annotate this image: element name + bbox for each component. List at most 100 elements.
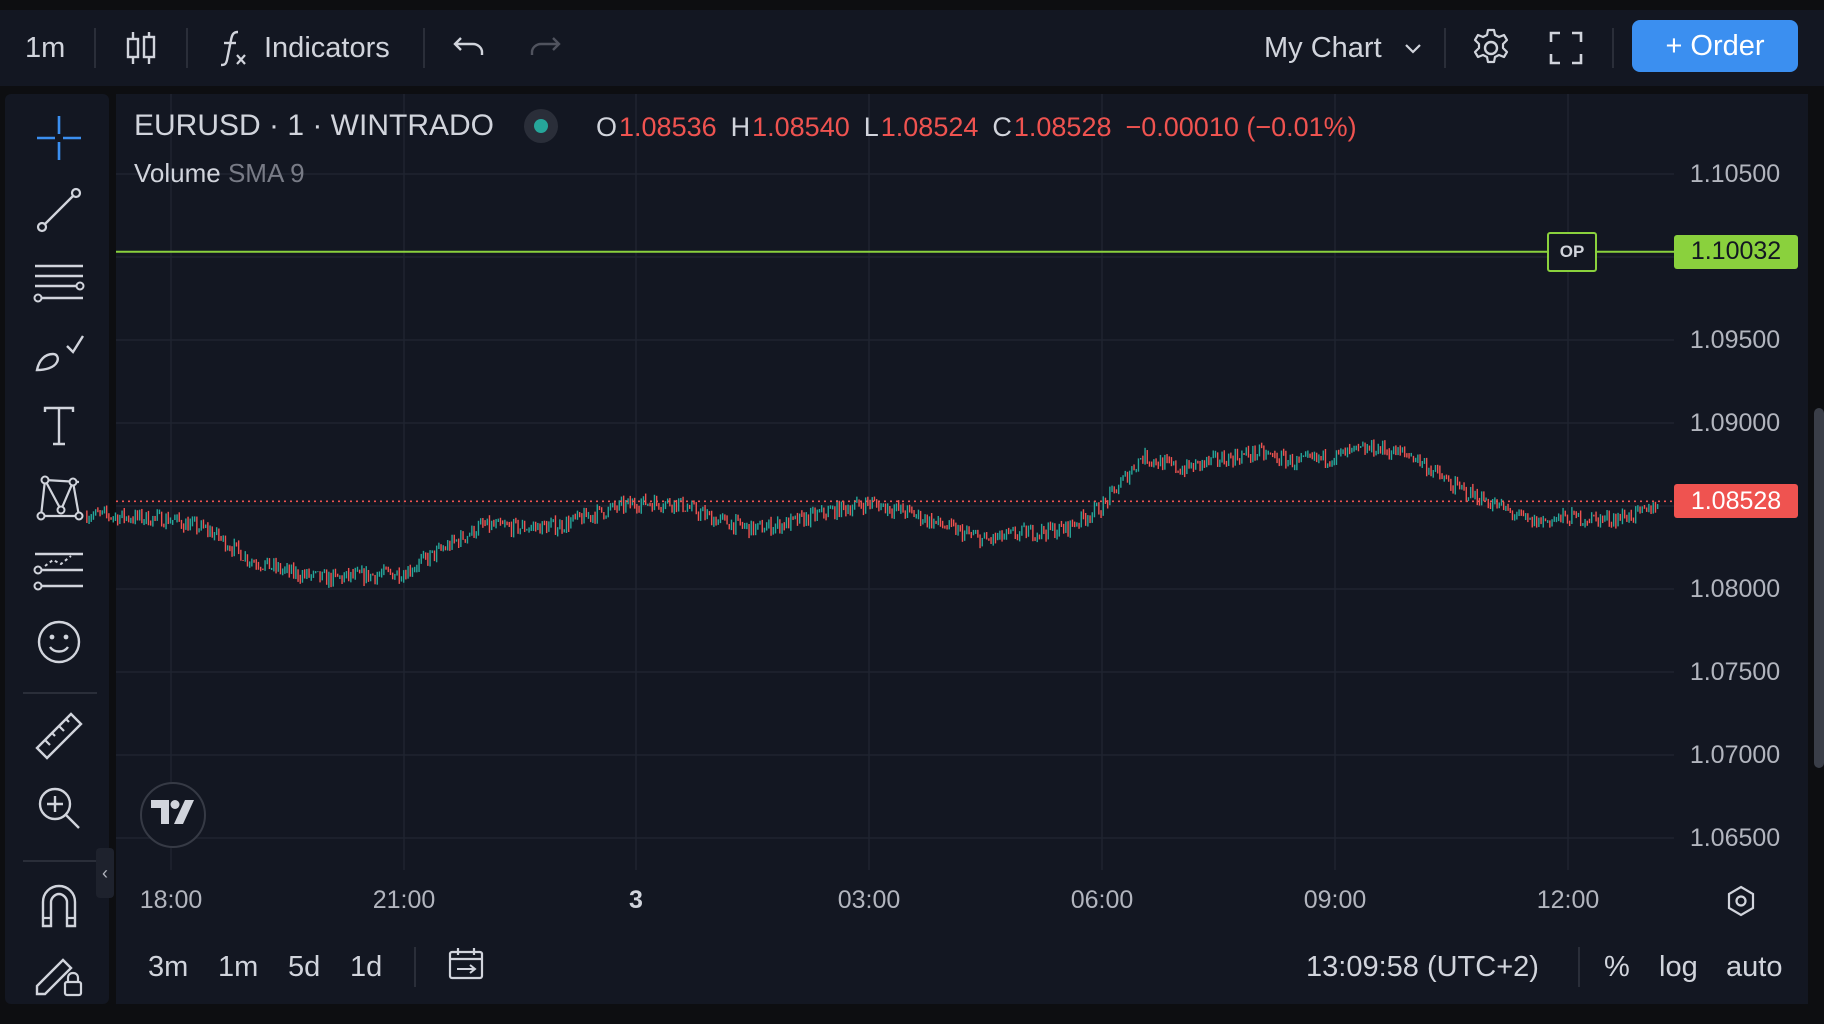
range-3m-button[interactable]: 3m — [148, 930, 188, 1004]
crosshair-icon — [35, 114, 83, 167]
tradingview-logo[interactable] — [140, 782, 206, 848]
pattern-tool[interactable] — [31, 472, 87, 528]
trend-line-tool[interactable] — [31, 184, 87, 240]
ruler-icon — [33, 710, 85, 767]
auto-scale-toggle[interactable]: auto — [1726, 930, 1782, 1004]
price-tick-label: 1.09000 — [1689, 408, 1781, 437]
range-label: 1m — [218, 950, 259, 983]
toolbar-divider — [423, 28, 425, 68]
page-scrollbar[interactable] — [1814, 408, 1824, 768]
price-tick-label: 1.09500 — [1689, 325, 1781, 354]
price-tick-label: 1.08000 — [1689, 574, 1781, 603]
redo-button[interactable] — [528, 10, 562, 86]
toolbar-divider — [23, 860, 97, 862]
time-label: 03:00 — [837, 886, 901, 914]
forecast-icon — [33, 546, 85, 599]
lock-drawings-tool[interactable] — [31, 946, 87, 1002]
indicators-button[interactable]: Indicators — [216, 10, 390, 86]
magnet-icon — [37, 882, 81, 935]
zoom-tool[interactable] — [31, 782, 87, 838]
high-value: 1.08540 — [752, 112, 850, 142]
price-tick-label: 1.06500 — [1689, 823, 1781, 852]
open-value: 1.08536 — [619, 112, 717, 142]
low-value: 1.08524 — [880, 112, 979, 142]
chevron-left-icon: ‹ — [102, 862, 108, 883]
market-status[interactable] — [524, 109, 558, 143]
ohlc-values: O 1.08536 H 1.08540 L 1.08524 C 1.08528 −0.0… — [596, 112, 1371, 143]
range-label: 1d — [350, 950, 383, 983]
settings-button[interactable] — [1470, 10, 1512, 86]
top-toolbar: 1m Indicators My Chart — [0, 10, 1824, 86]
go-to-date-button[interactable] — [448, 930, 484, 1004]
time-label: 21:00 — [372, 886, 436, 914]
interval-button[interactable]: 1m — [25, 10, 65, 86]
range-5d-button[interactable]: 5d — [288, 930, 320, 1004]
axis-settings-button[interactable] — [1724, 884, 1758, 923]
layout-name: My Chart — [1264, 31, 1382, 64]
last-price-tag: 1.08528 — [1674, 484, 1798, 519]
text-tool[interactable] — [31, 400, 87, 456]
layout-menu-button[interactable]: My Chart — [1264, 10, 1422, 86]
function-icon — [216, 28, 250, 68]
collapse-toolbar-button[interactable]: ‹ — [96, 848, 114, 898]
fullscreen-button[interactable] — [1548, 10, 1584, 86]
toolbar-divider — [414, 947, 416, 987]
toolbar-divider — [1444, 28, 1446, 68]
price-tick-label: 1.07500 — [1689, 657, 1781, 686]
high-key: H — [730, 112, 751, 142]
emoji-tool[interactable] — [31, 616, 87, 672]
toolbar-divider — [1612, 28, 1614, 68]
calendar-range-icon — [448, 946, 484, 988]
volume-name: Volume — [134, 158, 221, 188]
chart-pane[interactable] — [116, 94, 1808, 930]
auto-label: auto — [1726, 950, 1783, 983]
order-price-tag: 1.10032 — [1674, 234, 1798, 269]
symbol-legend[interactable]: EURUSD · 1 · WINTRADO — [134, 106, 558, 146]
clock-text: 13:09:58 (UTC+2) — [1306, 950, 1539, 983]
magnet-tool[interactable] — [31, 880, 87, 936]
fib-tool[interactable] — [31, 256, 87, 312]
price-tick-label: 1.10500 — [1689, 159, 1781, 188]
price-tick-label: 1.07000 — [1689, 740, 1781, 769]
tv-logo-icon — [151, 799, 195, 831]
open-key: O — [596, 112, 618, 142]
log-scale-toggle[interactable]: log — [1659, 930, 1698, 1004]
toolbar-divider — [23, 692, 97, 694]
forecast-tool[interactable] — [31, 544, 87, 600]
volume-legend[interactable]: Volume SMA 9 — [134, 158, 305, 189]
undo-icon — [452, 33, 486, 63]
timezone-clock[interactable]: 13:09:58 (UTC+2) — [1306, 930, 1539, 1004]
toolbar-divider — [1578, 947, 1580, 987]
order-line-label[interactable]: OP — [1547, 231, 1597, 272]
order-line-label-text: OP — [1559, 241, 1585, 261]
crosshair-tool[interactable] — [31, 112, 87, 168]
measure-tool[interactable] — [31, 710, 87, 766]
order-button[interactable]: + Order — [1632, 20, 1798, 72]
percent-scale-toggle[interactable]: % — [1604, 930, 1630, 1004]
percent-label: % — [1604, 950, 1630, 983]
undo-button[interactable] — [452, 10, 486, 86]
time-label-day: 3 — [629, 886, 643, 914]
low-key: L — [863, 112, 879, 142]
change-value: −0.00010 (−0.01%) — [1125, 112, 1357, 142]
close-value: 1.08528 — [1013, 112, 1112, 142]
axis-settings-icon — [1724, 885, 1758, 922]
indicators-label: Indicators — [264, 31, 390, 64]
chart-type-button[interactable] — [124, 10, 158, 86]
log-label: log — [1659, 950, 1698, 983]
range-1d-button[interactable]: 1d — [350, 930, 382, 1004]
fib-levels-icon — [33, 258, 85, 311]
redo-icon — [528, 33, 562, 63]
toolbar-divider — [186, 28, 188, 68]
time-label: 09:00 — [1303, 886, 1367, 914]
lock-drawings-icon — [33, 946, 85, 1003]
trend-line-icon — [35, 186, 83, 239]
brush-tool[interactable] — [31, 328, 87, 384]
time-label: 12:00 — [1536, 886, 1600, 914]
order-price-value: 1.10032 — [1690, 237, 1782, 266]
range-1m-button[interactable]: 1m — [218, 930, 258, 1004]
text-icon — [39, 402, 79, 455]
fullscreen-icon — [1548, 30, 1584, 66]
symbol-title: EURUSD · 1 · WINTRADO — [134, 109, 494, 142]
chevron-down-icon — [1404, 42, 1422, 54]
